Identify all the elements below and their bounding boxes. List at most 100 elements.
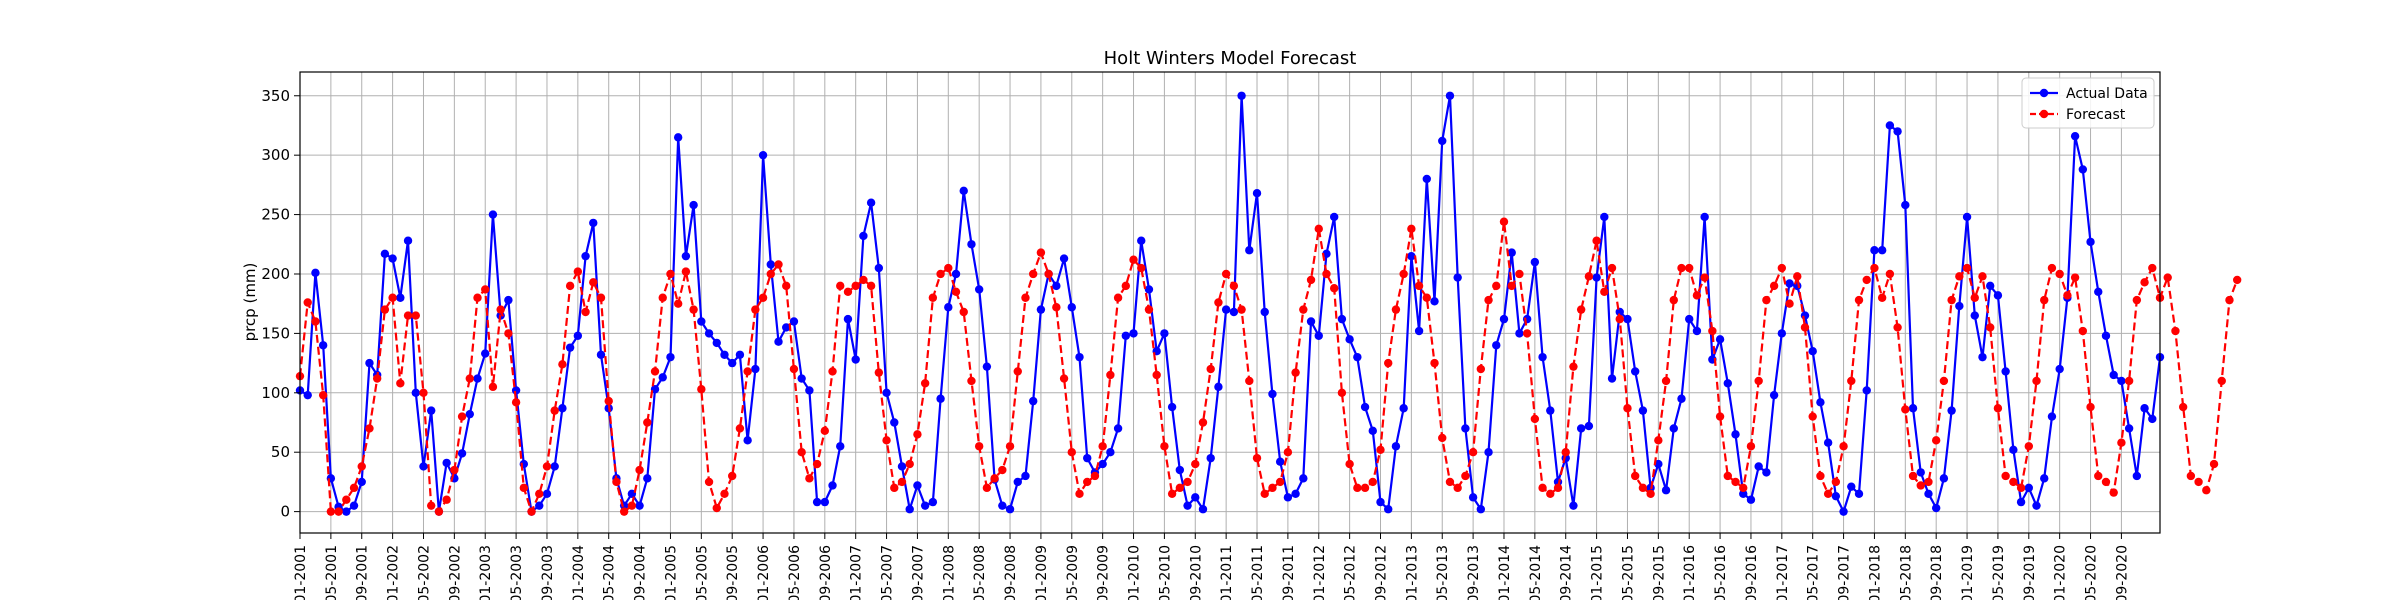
x-tick-label: 01-2006 bbox=[756, 545, 772, 600]
data-point bbox=[2202, 486, 2211, 495]
x-tick-label: 05-2018 bbox=[1898, 545, 1914, 600]
data-point bbox=[2070, 131, 2080, 141]
x-tick-label: 01-2010 bbox=[1127, 545, 1143, 600]
data-point bbox=[1245, 246, 1254, 255]
data-point bbox=[1337, 314, 1347, 324]
x-tick-label: 05-2004 bbox=[602, 545, 618, 600]
data-point bbox=[1715, 335, 1725, 344]
data-point bbox=[388, 254, 397, 263]
data-point bbox=[1685, 263, 1694, 273]
data-point bbox=[1931, 436, 1941, 445]
data-point bbox=[2217, 376, 2226, 386]
data-point bbox=[743, 436, 752, 445]
data-point bbox=[488, 382, 498, 392]
data-point bbox=[1329, 212, 1339, 222]
data-point bbox=[504, 329, 513, 338]
data-point bbox=[2078, 165, 2088, 174]
data-point bbox=[859, 231, 868, 241]
data-point bbox=[697, 317, 706, 326]
data-point bbox=[1762, 468, 1771, 477]
data-point bbox=[2094, 471, 2103, 481]
y-tick-label: 0 bbox=[280, 503, 290, 521]
data-point bbox=[1067, 303, 1076, 312]
data-point bbox=[1754, 376, 1763, 386]
data-point bbox=[558, 360, 567, 369]
data-point bbox=[473, 374, 482, 383]
data-point bbox=[1191, 459, 1200, 469]
data-point bbox=[812, 497, 822, 507]
data-point bbox=[2024, 483, 2033, 493]
data-point bbox=[349, 501, 359, 510]
data-point bbox=[1090, 471, 1100, 481]
data-point bbox=[2016, 483, 2026, 493]
data-point bbox=[1947, 295, 1956, 305]
data-point bbox=[1692, 291, 1702, 300]
data-point bbox=[866, 198, 876, 207]
data-point bbox=[920, 379, 930, 388]
data-point bbox=[1893, 323, 1902, 332]
data-point bbox=[1245, 376, 1254, 386]
data-point bbox=[2178, 402, 2188, 412]
data-point bbox=[782, 281, 791, 291]
x-tick-label: 09-2003 bbox=[540, 545, 556, 600]
x-tick-label: 01-2008 bbox=[941, 545, 957, 600]
data-point bbox=[720, 489, 729, 498]
data-point bbox=[473, 293, 482, 302]
data-point bbox=[2140, 278, 2149, 287]
x-tick-label: 09-2005 bbox=[725, 545, 741, 600]
data-point bbox=[1353, 483, 1362, 493]
data-point bbox=[1391, 442, 1401, 451]
data-point bbox=[1955, 301, 1964, 311]
data-point bbox=[1823, 438, 1833, 447]
data-point bbox=[643, 418, 652, 427]
data-point bbox=[380, 249, 390, 258]
data-point bbox=[1098, 459, 1107, 469]
x-tick-label: 09-2002 bbox=[447, 545, 463, 600]
data-point bbox=[2117, 376, 2126, 386]
legend-swatch-marker bbox=[2039, 88, 2049, 98]
data-point bbox=[1669, 424, 1678, 433]
data-point bbox=[951, 269, 961, 279]
data-point bbox=[967, 240, 976, 249]
data-point bbox=[1268, 389, 1277, 399]
data-point bbox=[589, 278, 598, 287]
data-point bbox=[511, 398, 521, 407]
data-point bbox=[1484, 295, 1493, 305]
data-point bbox=[1978, 272, 1987, 281]
data-point bbox=[1685, 314, 1694, 324]
data-point bbox=[1592, 236, 1601, 245]
data-point bbox=[1167, 402, 1177, 412]
data-point bbox=[1816, 471, 1825, 481]
data-point bbox=[766, 260, 775, 269]
data-point bbox=[1453, 483, 1462, 493]
x-tick-label: 09-2016 bbox=[1744, 545, 1760, 600]
data-point bbox=[1785, 299, 1794, 308]
data-point bbox=[1630, 367, 1640, 376]
data-point bbox=[828, 481, 837, 490]
data-point bbox=[1576, 305, 1586, 314]
data-point bbox=[1862, 275, 1871, 285]
data-point bbox=[890, 418, 899, 427]
data-point bbox=[542, 462, 552, 471]
data-point bbox=[2132, 295, 2142, 305]
data-point bbox=[403, 236, 413, 245]
data-point bbox=[1183, 477, 1192, 487]
data-point bbox=[1160, 442, 1169, 451]
data-point bbox=[704, 329, 714, 338]
data-point bbox=[1198, 505, 1208, 514]
data-point bbox=[681, 251, 691, 261]
data-point bbox=[1793, 272, 1802, 281]
data-point bbox=[1229, 307, 1239, 317]
data-point bbox=[797, 374, 806, 383]
data-point bbox=[311, 268, 320, 277]
x-tick-label: 05-2002 bbox=[416, 545, 432, 600]
data-point bbox=[758, 150, 768, 160]
data-point bbox=[1499, 314, 1509, 324]
x-tick-label: 05-2005 bbox=[694, 545, 710, 600]
data-point bbox=[365, 358, 374, 368]
series-group bbox=[295, 91, 2242, 516]
x-tick-label: 05-2017 bbox=[1806, 545, 1822, 600]
data-point bbox=[1507, 248, 1516, 257]
data-point bbox=[782, 323, 791, 332]
